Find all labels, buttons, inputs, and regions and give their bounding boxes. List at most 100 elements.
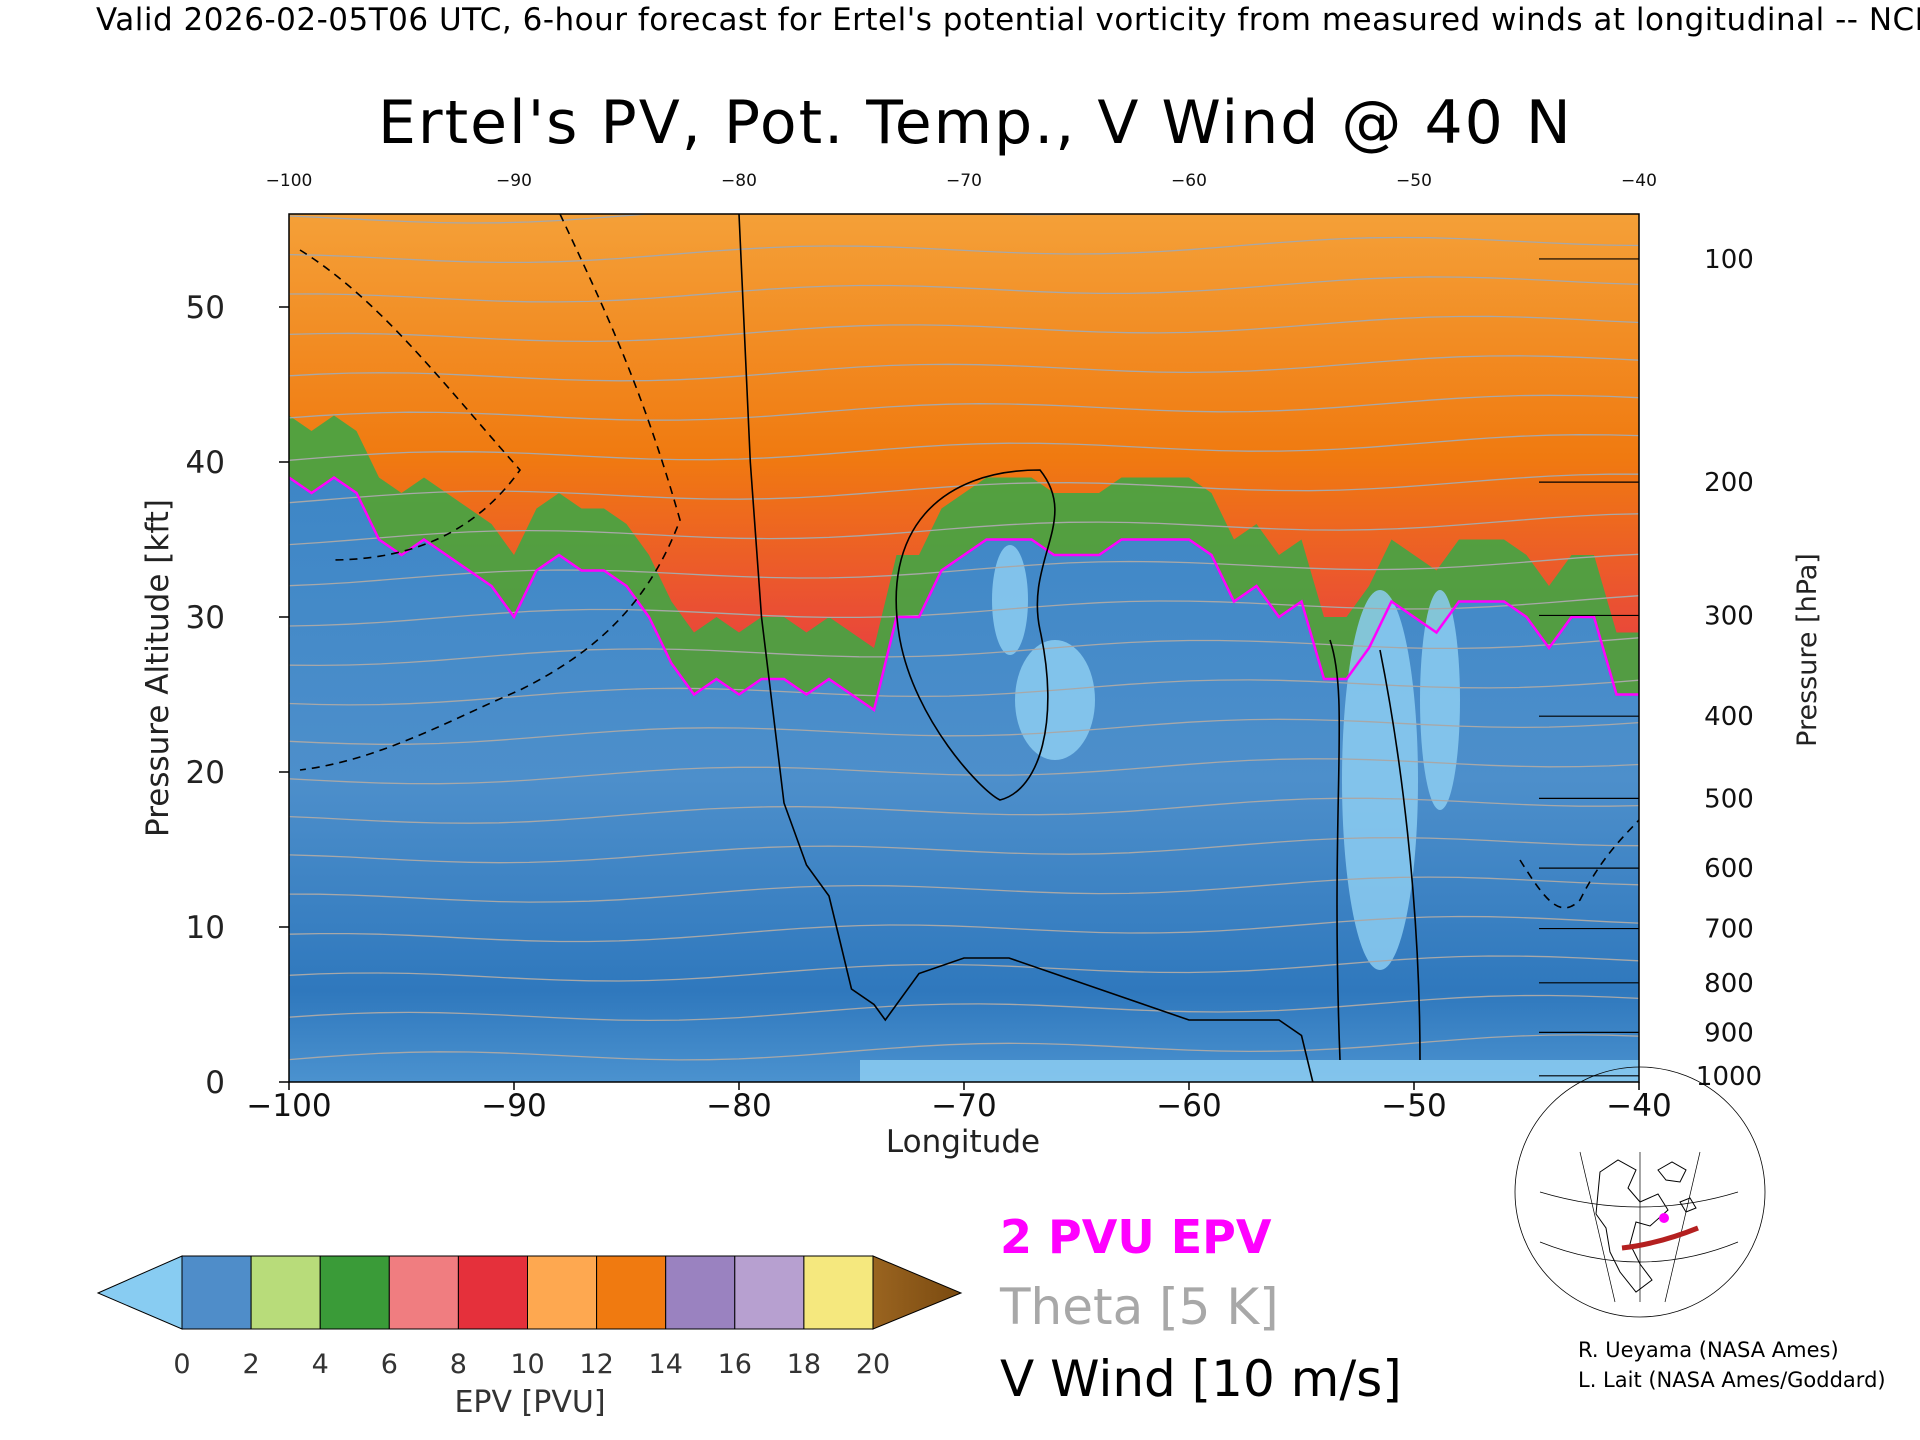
top-tick-label: −50 bbox=[1396, 171, 1432, 191]
v-wind-neg-contour bbox=[299, 214, 681, 771]
colorbar-below-arrow bbox=[96, 1255, 183, 1330]
theta-contour bbox=[289, 994, 1639, 1022]
v-wind-10-contour bbox=[895, 469, 1056, 801]
theta-contour bbox=[289, 276, 1639, 303]
theta-contour bbox=[289, 915, 1639, 943]
top-tick-label: −80 bbox=[721, 171, 757, 191]
x-tick-label: −90 bbox=[481, 1088, 546, 1124]
legend-wind: V Wind [10 m/s] bbox=[1000, 1350, 1402, 1408]
colorbar-tick-label: 14 bbox=[649, 1349, 683, 1380]
colorbar-tick-label: 10 bbox=[510, 1349, 544, 1380]
v-wind-contours bbox=[299, 214, 1639, 1082]
theta-contour bbox=[289, 214, 1098, 224]
colorbar-tick-label: 20 bbox=[856, 1349, 890, 1380]
y-axis-label-left: Pressure Altitude [kft] bbox=[140, 499, 176, 837]
y-tick-label: 30 bbox=[186, 600, 225, 636]
theta-contours bbox=[289, 214, 1639, 1061]
top-axis: −100 −90 −80 −70 −60 −50 −40 bbox=[266, 171, 1657, 191]
top-tick-label: −90 bbox=[496, 171, 532, 191]
pressure-tick-label: 100 bbox=[1704, 245, 1754, 275]
colorbar: 0 2 4 6 8 10 12 14 16 18 20 EPV [PVU] bbox=[96, 1255, 963, 1420]
theta-contour bbox=[289, 355, 1639, 382]
colorbar-tick-label: 8 bbox=[450, 1349, 467, 1380]
colorbar-segment bbox=[319, 1255, 390, 1330]
v-wind-neg-contour bbox=[1519, 819, 1639, 909]
colorbar-segment bbox=[734, 1255, 805, 1330]
theta-contour bbox=[289, 837, 1639, 864]
theta-contour bbox=[289, 315, 1639, 343]
pressure-tick-label: 800 bbox=[1704, 969, 1754, 999]
theta-contour bbox=[289, 236, 1639, 264]
x-tick-label: −40 bbox=[1606, 1088, 1671, 1124]
pressure-tick-label: 400 bbox=[1704, 702, 1754, 732]
y-tick-label: 50 bbox=[186, 290, 225, 326]
colorbar-above-arrow bbox=[872, 1255, 963, 1330]
theta-contour bbox=[289, 473, 1639, 504]
theta-contour bbox=[289, 595, 1639, 627]
theta-contour bbox=[289, 679, 1639, 706]
colorbar-tick-label: 0 bbox=[173, 1349, 190, 1380]
colorbar-segment bbox=[388, 1255, 459, 1330]
theta-contour bbox=[289, 955, 1639, 982]
colorbar-segment bbox=[596, 1255, 667, 1330]
colorbar-tick-label: 16 bbox=[718, 1349, 752, 1380]
top-tick-label: −60 bbox=[1171, 171, 1207, 191]
pressure-tick-label: 600 bbox=[1704, 854, 1754, 884]
theta-contour bbox=[289, 1034, 1639, 1061]
colorbar-segment bbox=[527, 1255, 598, 1330]
right-axis: 100 200 300 400 500 600 700 800 900 1000 bbox=[1539, 245, 1762, 1092]
top-tick-label: −70 bbox=[946, 171, 982, 191]
y-tick-label: 40 bbox=[186, 445, 225, 481]
y-tick-label: 20 bbox=[186, 755, 225, 791]
top-tick-label: −40 bbox=[1621, 171, 1657, 191]
x-tick-label: −100 bbox=[246, 1088, 331, 1124]
pressure-tick-label: 200 bbox=[1704, 468, 1754, 498]
colorbar-tick-label: 12 bbox=[579, 1349, 613, 1380]
colorbar-segment bbox=[250, 1255, 321, 1330]
theta-contour bbox=[289, 876, 1639, 903]
theta-contour bbox=[289, 637, 1639, 667]
location-map-inset bbox=[1514, 1066, 1766, 1318]
top-tick-label: −100 bbox=[266, 171, 313, 191]
page-title: Ertel's PV, Pot. Temp., V Wind @ 40 N bbox=[378, 88, 1573, 158]
credit-line: R. Ueyama (NASA Ames) bbox=[1578, 1338, 1839, 1362]
theta-contour bbox=[289, 513, 1639, 546]
x-tick-label: −60 bbox=[1156, 1088, 1221, 1124]
theta-contour bbox=[289, 758, 1639, 785]
theta-contour bbox=[289, 797, 1639, 824]
theta-contour bbox=[289, 718, 1639, 745]
pressure-tick-label: 1000 bbox=[1696, 1062, 1762, 1092]
colorbar-tick-label: 6 bbox=[381, 1349, 398, 1380]
left-axis: 0 10 20 30 40 50 bbox=[186, 290, 289, 1101]
pressure-tick-label: 500 bbox=[1704, 784, 1754, 814]
low-pv-patches bbox=[860, 545, 1639, 1082]
colorbar-tick-label: 2 bbox=[243, 1349, 260, 1380]
theta-contour bbox=[289, 553, 1639, 587]
colorbar-tick-label: 4 bbox=[312, 1349, 329, 1380]
y-axis-label-right: Pressure [hPa] bbox=[1792, 553, 1823, 747]
two-pvu-line bbox=[289, 475, 1639, 713]
v-wind-neg-contour bbox=[299, 249, 522, 561]
credits: R. Ueyama (NASA Ames) L. Lait (NASA Ames… bbox=[1578, 1335, 1886, 1395]
map-coastlines bbox=[1595, 1159, 1697, 1293]
legend-theta: Theta [5 K] bbox=[1000, 1278, 1279, 1336]
v-wind-zero-contour bbox=[738, 214, 1314, 1082]
x-tick-label: −50 bbox=[1381, 1088, 1446, 1124]
colorbar-segment bbox=[181, 1255, 252, 1330]
colorbar-segment bbox=[457, 1255, 528, 1330]
cross-section-path bbox=[1621, 1225, 1699, 1251]
pressure-tick-label: 700 bbox=[1704, 915, 1754, 945]
pressure-tick-label: 900 bbox=[1704, 1018, 1754, 1048]
colorbar-segment bbox=[803, 1255, 874, 1330]
v-wind-10-contour bbox=[1329, 639, 1421, 1061]
colorbar-label: EPV [PVU] bbox=[454, 1385, 605, 1420]
cross-section-marker bbox=[1659, 1213, 1669, 1223]
bottom-axis: −100 −90 −80 −70 −60 −50 −40 bbox=[246, 1082, 1672, 1124]
troposphere-area bbox=[289, 477, 1639, 1082]
legend-pvu: 2 PVU EPV bbox=[1000, 1210, 1272, 1264]
theta-contour bbox=[289, 434, 1639, 461]
pressure-tick-label: 300 bbox=[1704, 601, 1754, 631]
plot-area bbox=[289, 214, 1639, 1082]
y-tick-label: 10 bbox=[186, 910, 225, 946]
